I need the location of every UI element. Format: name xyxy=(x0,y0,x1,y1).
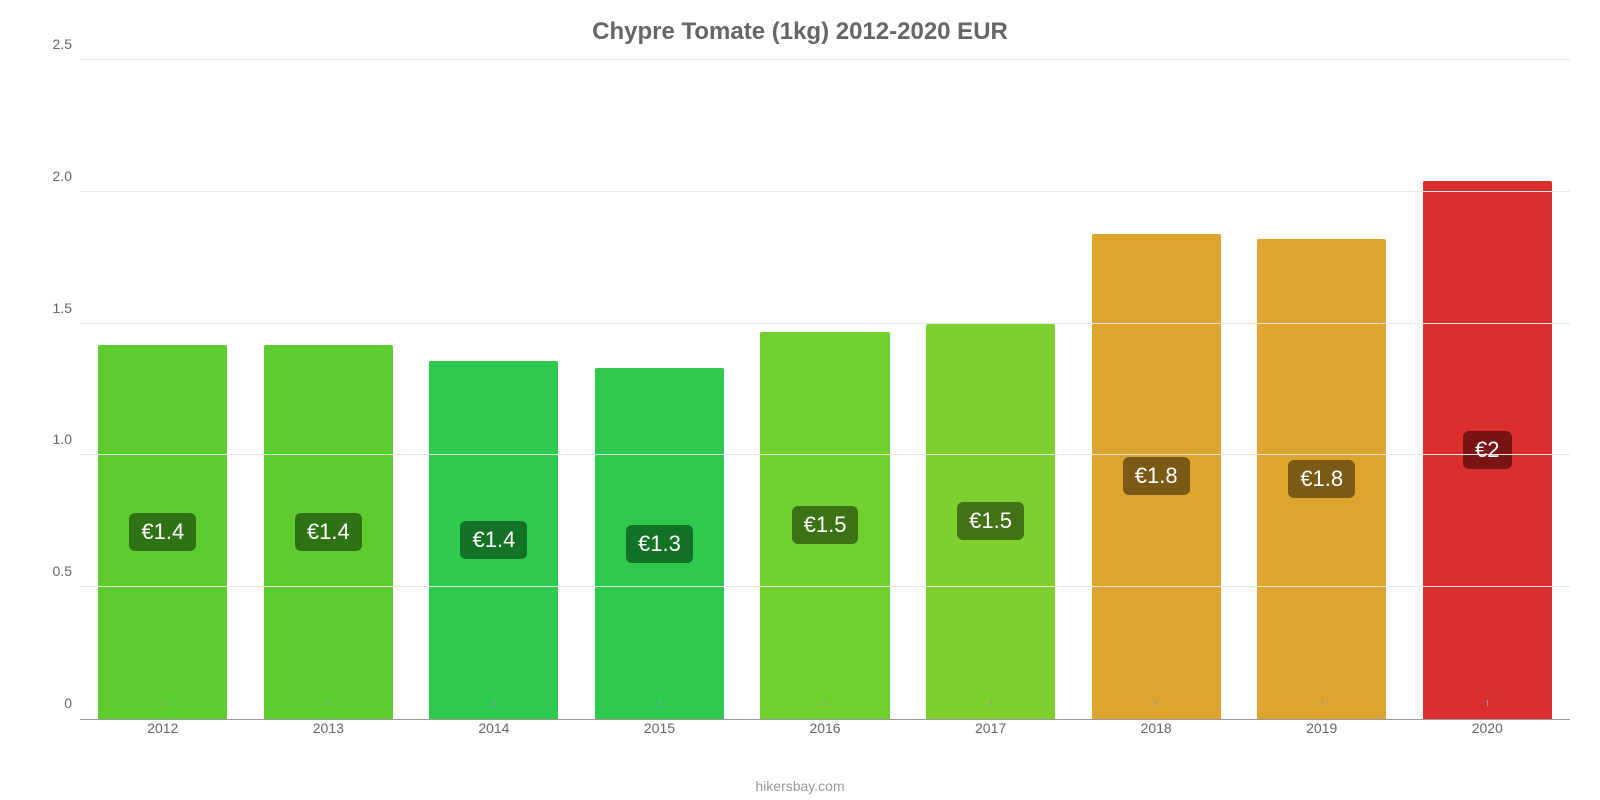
x-tick-label: 2017 xyxy=(908,720,1074,740)
y-tick-label: 0 xyxy=(30,695,72,711)
gridline xyxy=(80,454,1570,455)
x-tick-label: 2013 xyxy=(246,720,412,740)
bar-value-label: €1.4 xyxy=(129,513,196,551)
bar-slot: €2 xyxy=(1405,60,1571,719)
bar-value-label: €1.3 xyxy=(626,525,693,563)
bar-slot: €1.3 xyxy=(577,60,743,719)
bar: €1.5 xyxy=(926,324,1055,719)
y-tick-label: 0.5 xyxy=(30,563,72,579)
x-tick-label: 2015 xyxy=(577,720,743,740)
bar-value-label: €1.5 xyxy=(957,502,1024,540)
x-tick-label: 2020 xyxy=(1405,720,1571,740)
x-tick-label: 2018 xyxy=(1073,720,1239,740)
bar: €1.4 xyxy=(264,345,393,719)
gridline xyxy=(80,323,1570,324)
y-tick-label: 1.5 xyxy=(30,300,72,316)
bar-slot: €1.8 xyxy=(1239,60,1405,719)
x-tick-label: 2012 xyxy=(80,720,246,740)
chart-title: Chypre Tomate (1kg) 2012-2020 EUR xyxy=(0,0,1600,46)
source-label: hikersbay.com xyxy=(0,778,1600,794)
bar-value-label: €2 xyxy=(1463,431,1511,469)
bar: €1.8 xyxy=(1092,234,1221,719)
bars-container: €1.4 €1.4 €1.4 €1.3 €1.5 €1.5 €1.8 €1.8 €2 xyxy=(80,60,1570,719)
x-axis: 201220132014201520162017201820192020 xyxy=(80,720,1570,740)
x-tick-label: 2014 xyxy=(411,720,577,740)
bar: €1.5 xyxy=(760,332,889,719)
y-tick-label: 1.0 xyxy=(30,431,72,447)
bar-value-label: €1.4 xyxy=(295,513,362,551)
bar: €1.4 xyxy=(429,361,558,719)
bar-slot: €1.4 xyxy=(411,60,577,719)
plot-area: €1.4€1.4€1.4€1.3€1.5€1.5€1.8€1.8€2 00.51… xyxy=(80,60,1570,720)
chart-area: €1.4€1.4€1.4€1.3€1.5€1.5€1.8€1.8€2 00.51… xyxy=(60,60,1570,740)
bar-value-label: €1.8 xyxy=(1123,457,1190,495)
bar-value-label: €1.4 xyxy=(460,521,527,559)
y-tick-label: 2.5 xyxy=(30,36,72,52)
bar-slot: €1.5 xyxy=(908,60,1074,719)
gridline xyxy=(80,59,1570,60)
bar-value-label: €1.5 xyxy=(792,506,859,544)
bar-slot: €1.4 xyxy=(246,60,412,719)
bar: €1.8 xyxy=(1257,239,1386,719)
x-tick-label: 2016 xyxy=(742,720,908,740)
bar-slot: €1.4 xyxy=(80,60,246,719)
gridline xyxy=(80,586,1570,587)
bar-value-label: €1.8 xyxy=(1288,460,1355,498)
bar: €2 xyxy=(1423,181,1552,719)
bar-slot: €1.8 xyxy=(1073,60,1239,719)
gridline xyxy=(80,191,1570,192)
bar-slot: €1.5 xyxy=(742,60,908,719)
x-tick-label: 2019 xyxy=(1239,720,1405,740)
bar: €1.3 xyxy=(595,368,724,719)
y-tick-label: 2.0 xyxy=(30,168,72,184)
bar: €1.4 xyxy=(98,345,227,719)
